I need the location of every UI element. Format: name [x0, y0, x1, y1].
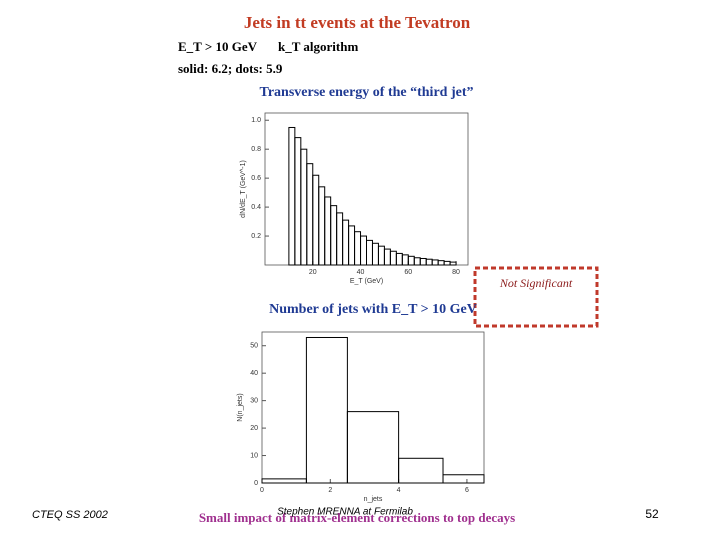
y-tick-label: 10: [250, 452, 258, 459]
histogram-bar: [449, 261, 457, 266]
stamp: Not Significant: [499, 276, 573, 290]
histogram-bar: [336, 212, 344, 266]
chart-title: Transverse energy of the “third jet”: [260, 85, 474, 100]
stamp-box: [473, 266, 599, 328]
x-tick-label: 0: [260, 487, 264, 494]
y-tick-label: 0.2: [251, 233, 261, 240]
histogram-bar: [318, 186, 326, 266]
y-axis-label: N(n_jets): [237, 393, 244, 421]
histogram-bar: [407, 255, 415, 266]
histogram-bar: [383, 248, 391, 266]
slide-title: Jets in tt events at the Tevatron: [244, 13, 471, 32]
x-tick-label: 6: [465, 487, 469, 494]
histogram-bar: [324, 196, 332, 266]
histogram-bar: [431, 259, 439, 266]
y-tick-label: 50: [250, 343, 258, 350]
histogram-bar: [442, 474, 485, 484]
histogram-bar: [306, 163, 314, 266]
page-number: 52: [645, 507, 659, 521]
x-tick-label: 40: [357, 269, 365, 276]
x-tick-label: 4: [397, 487, 401, 494]
histogram-bar: [342, 219, 350, 266]
histogram-bar: [443, 260, 451, 266]
histogram-bar: [312, 174, 320, 266]
histogram-bar: [360, 235, 368, 266]
histogram-bar: [288, 126, 296, 266]
caption: Small impact of matrix-element correctio…: [199, 510, 515, 525]
histogram-bar: [401, 254, 409, 266]
y-tick-label: 0.8: [251, 146, 261, 153]
plot-frame: [261, 331, 485, 484]
y-tick-label: 0.6: [251, 175, 261, 182]
footer-center: Stephen MRENNA at Fermilab: [277, 507, 413, 518]
histogram-bar: [389, 250, 397, 266]
histogram-bar: [395, 252, 403, 266]
cut: k_T algorithm: [278, 39, 358, 54]
histogram-bar: [305, 336, 348, 484]
x-tick-label: 2: [328, 487, 332, 494]
histogram-bar: [413, 257, 421, 266]
cut: E_T > 10 GeV: [178, 39, 258, 54]
x-axis-label: n_jets: [364, 496, 383, 503]
footer-left: CTEQ SS 2002: [32, 509, 108, 521]
histogram-bar: [425, 258, 433, 266]
y-tick-label: 0: [254, 480, 258, 487]
note: solid: 6.2; dots: 5.9: [178, 61, 283, 76]
histogram-bar: [354, 231, 362, 266]
x-tick-label: 20: [309, 269, 317, 276]
histogram-bar: [371, 242, 379, 266]
histogram-bar: [294, 137, 302, 266]
histogram-bar: [366, 239, 373, 266]
y-tick-label: 40: [250, 370, 258, 377]
y-tick-label: 20: [250, 425, 258, 432]
chart-title: Number of jets with E_T > 10 GeV: [269, 302, 477, 317]
histogram-bar: [419, 257, 427, 266]
y-tick-label: 1.0: [251, 117, 261, 124]
x-tick-label: 60: [404, 269, 412, 276]
histogram-bar: [330, 205, 338, 266]
histogram-bar: [300, 148, 308, 266]
y-tick-label: 30: [250, 397, 258, 404]
histogram-bar: [377, 245, 385, 266]
y-axis-label: dN/dE_T (GeV^-1): [240, 160, 247, 218]
x-axis-label: E_T (GeV): [350, 278, 383, 285]
histogram-bar: [437, 260, 445, 266]
histogram-bar: [398, 457, 444, 484]
x-tick-label: 80: [452, 269, 460, 276]
histogram-bar: [261, 478, 307, 484]
histogram-bar: [346, 411, 400, 484]
histogram-bar: [348, 225, 356, 266]
y-tick-label: 0.4: [251, 204, 261, 211]
